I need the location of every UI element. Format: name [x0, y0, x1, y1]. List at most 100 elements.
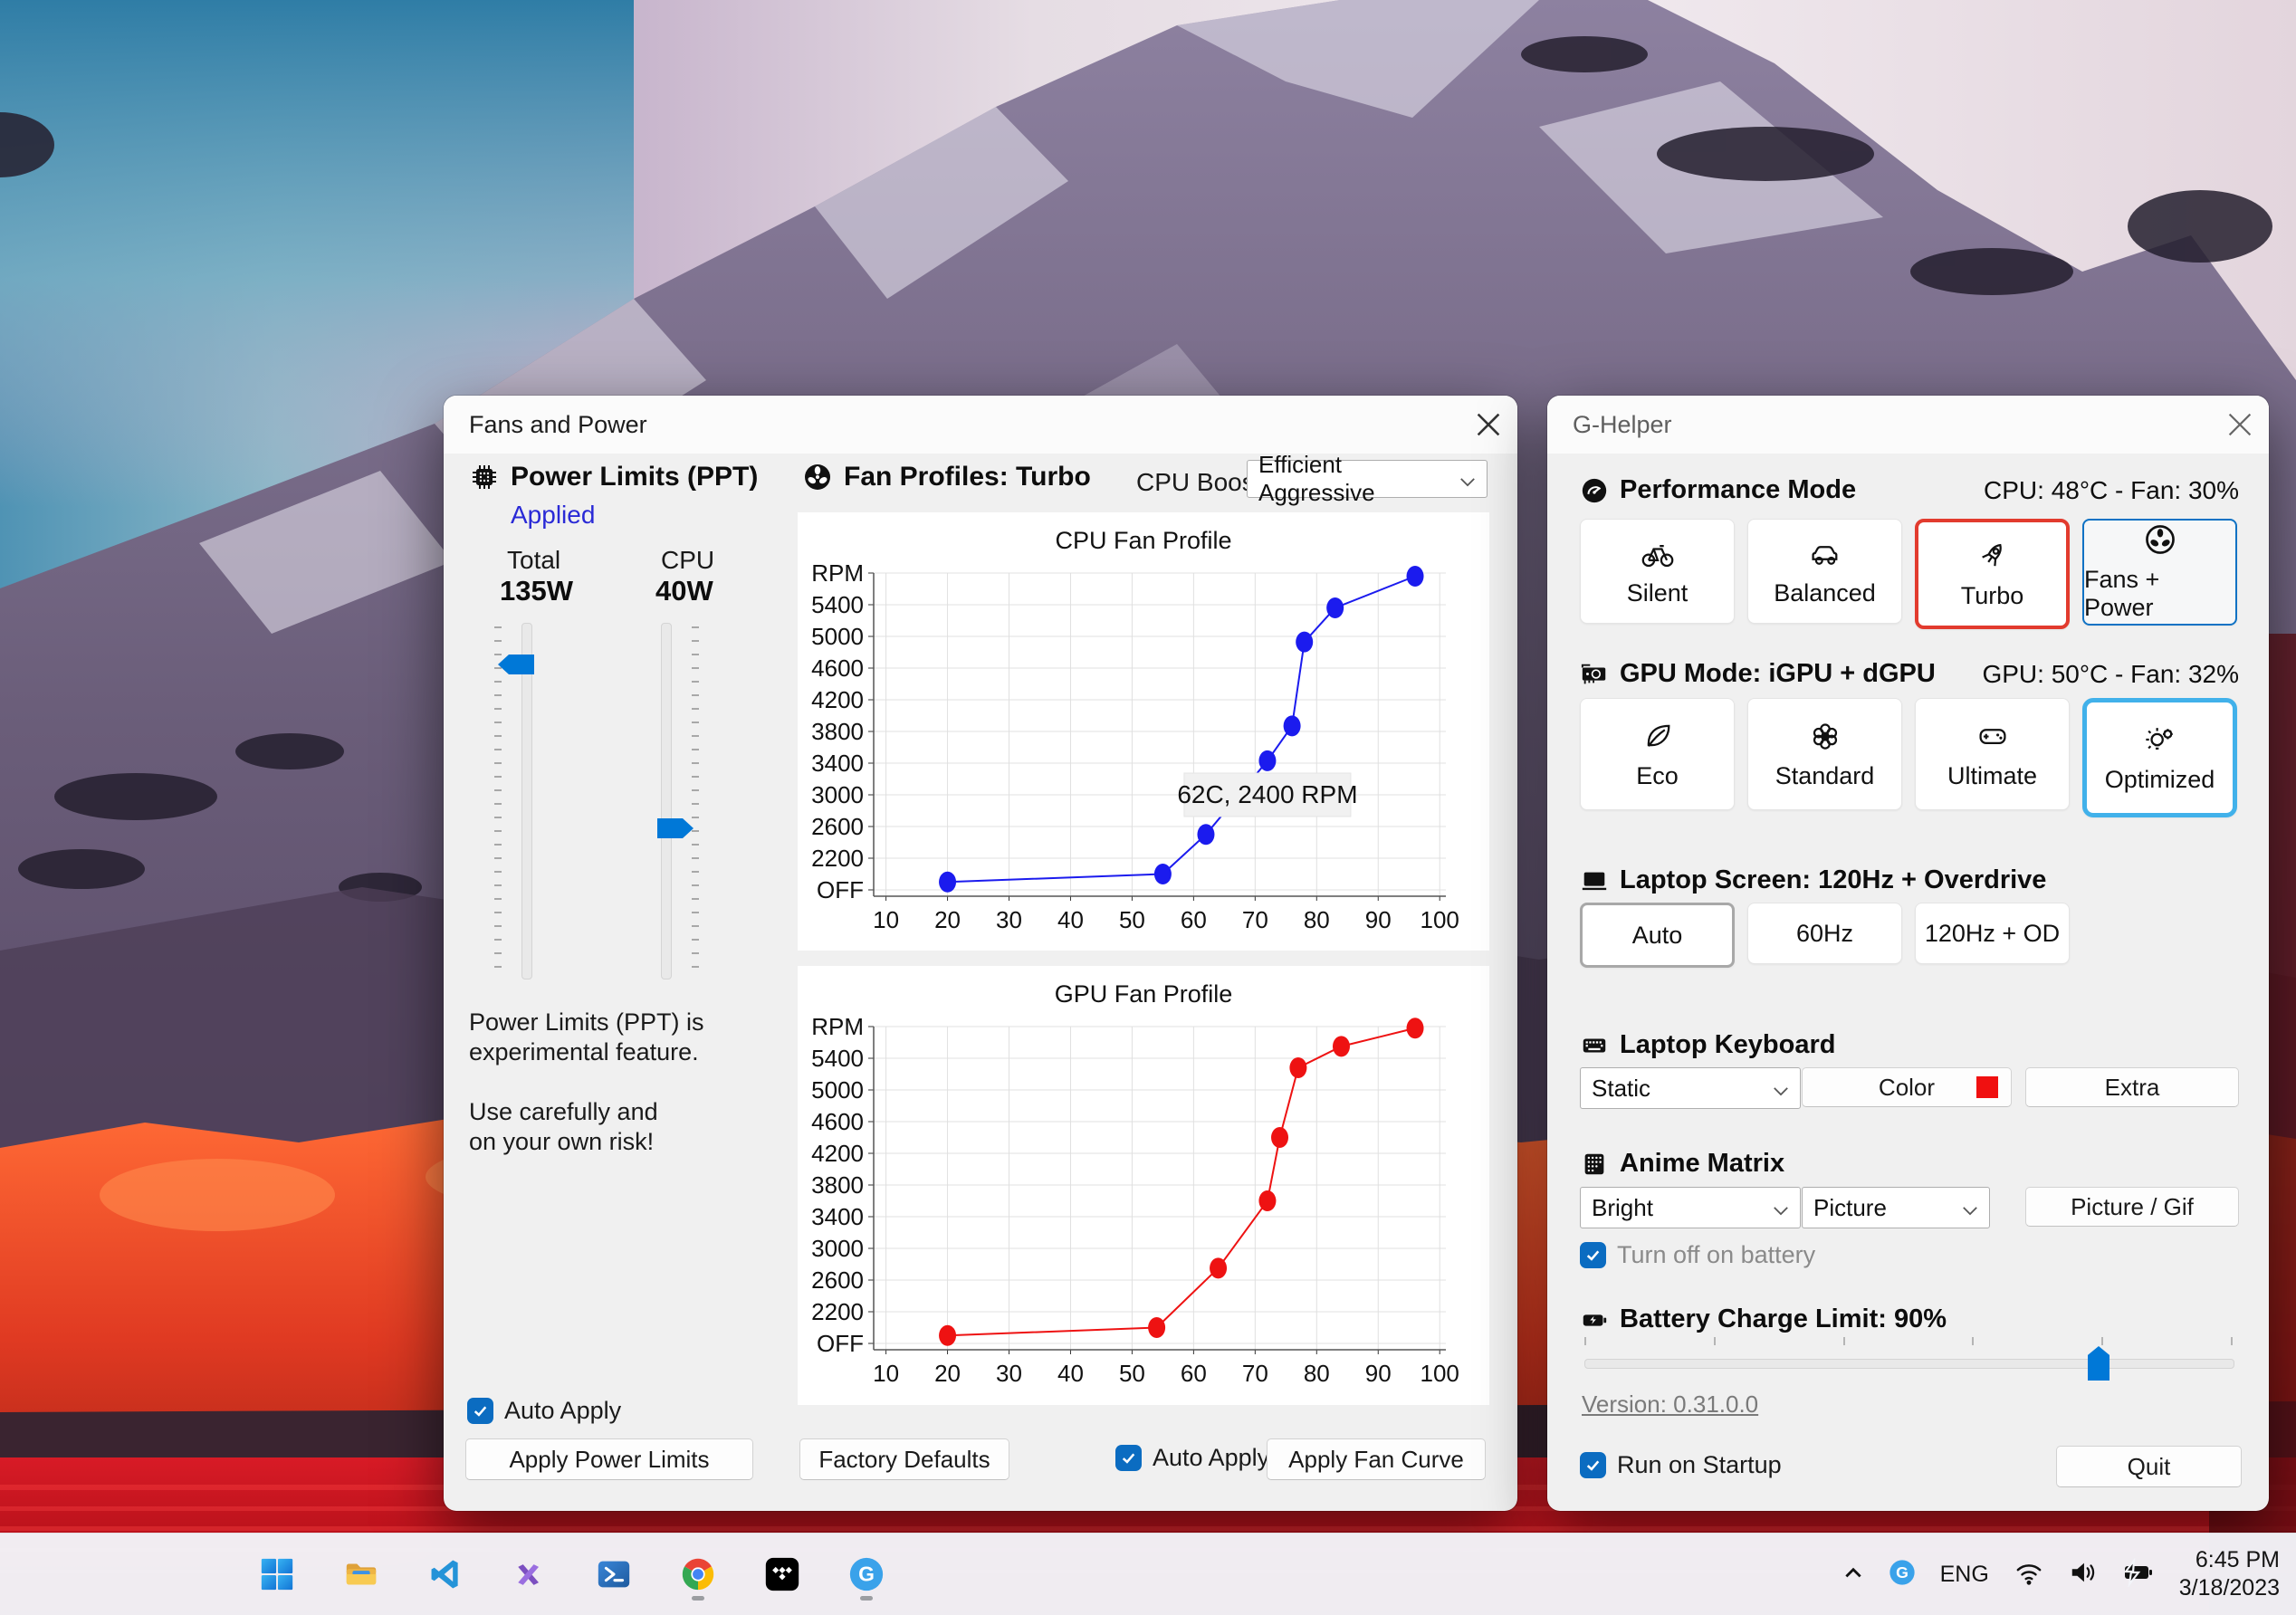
power-limits-auto-apply-label: Auto Apply	[504, 1397, 622, 1424]
mode-button-fans-power[interactable]: Fans + Power	[2082, 519, 2237, 626]
svg-text:3400: 3400	[811, 1203, 864, 1230]
battery-slider-ticks	[1584, 1337, 2233, 1345]
run-on-startup-checkbox[interactable]	[1580, 1452, 1606, 1478]
battery-charge-slider[interactable]	[1580, 1337, 2239, 1384]
svg-text:20: 20	[934, 1360, 961, 1387]
running-indicator	[860, 1596, 873, 1601]
vs-code-icon[interactable]	[425, 1546, 466, 1602]
svg-text:60: 60	[1181, 1360, 1207, 1387]
total-slider-thumb[interactable]	[498, 655, 534, 674]
apply-fan-curve-button[interactable]: Apply Fan Curve	[1267, 1438, 1486, 1480]
battery-slider-thumb[interactable]	[2088, 1346, 2109, 1381]
version-link[interactable]: Version: 0.31.0.0	[1582, 1390, 1759, 1418]
gpu-mode-buttons: Eco Standard Ultimate	[1580, 698, 2237, 817]
svg-text:2600: 2600	[811, 1266, 864, 1294]
close-icon[interactable]	[1459, 396, 1517, 454]
power-limits-auto-apply-checkbox[interactable]	[467, 1398, 493, 1424]
svg-text:30: 30	[996, 1360, 1022, 1387]
tray-date: 3/18/2023	[2178, 1575, 2280, 1601]
power-limits-auto-apply-row: Auto Apply	[467, 1397, 621, 1425]
gpu-fan-chart[interactable]: GPU Fan Profile 10 20 30 40 50 60 70 80 90 100 RPM 5…	[798, 966, 1489, 1405]
keyboard-extra-button[interactable]: Extra	[2025, 1067, 2239, 1107]
anime-matrix-header: Anime Matrix	[1580, 1149, 2239, 1179]
apply-power-limits-button[interactable]: Apply Power Limits	[465, 1438, 753, 1480]
fan-icon	[805, 464, 830, 490]
cpu-fan-chart[interactable]: CPU Fan Profile 10 20 30 40 50 60 70 80 90 100 RPM 5…	[798, 512, 1489, 951]
svg-text:CPU Fan Profile: CPU Fan Profile	[1055, 527, 1231, 554]
chevron-down-icon	[1459, 465, 1476, 493]
windows-start-icon[interactable]	[256, 1546, 298, 1602]
svg-text:60: 60	[1181, 906, 1207, 933]
fans-window-title: Fans and Power	[469, 410, 647, 438]
svg-text:70: 70	[1242, 906, 1268, 933]
fan-curve-auto-apply-checkbox[interactable]	[1115, 1445, 1142, 1471]
cpu-power-slider[interactable]	[645, 623, 701, 980]
visual-studio-icon[interactable]	[509, 1546, 550, 1602]
svg-text:4600: 4600	[811, 655, 864, 682]
mode-button-standard[interactable]: Standard	[1747, 698, 1902, 810]
running-indicator	[692, 1596, 704, 1601]
mode-button-optimized[interactable]: Optimized	[2082, 698, 2237, 817]
matrix-running-value: Picture	[1813, 1193, 1887, 1221]
screen-icon	[1582, 872, 1607, 890]
total-power-slider[interactable]	[493, 623, 549, 980]
chrome-icon[interactable]	[677, 1546, 719, 1602]
total-slider-track[interactable]	[521, 623, 532, 980]
rocket-icon	[1981, 543, 2002, 566]
fans-window-titlebar[interactable]: Fans and Power	[444, 396, 1517, 454]
g-helper-titlebar[interactable]: G-Helper	[1547, 396, 2269, 454]
mode-button-ultimate[interactable]: Ultimate	[1915, 698, 2070, 810]
battery-icon	[1583, 1314, 1607, 1326]
wifi-icon[interactable]	[2014, 1559, 2044, 1591]
fan-profiles-heading-text: Fan Profiles: Turbo	[844, 462, 1091, 492]
keyboard-mode-select[interactable]: Static	[1580, 1067, 1801, 1109]
performance-mode-icon	[1582, 478, 1607, 502]
factory-defaults-button[interactable]: Factory Defaults	[799, 1438, 1009, 1480]
tray-language[interactable]: ENG	[1939, 1561, 1989, 1587]
cpu-boost-label: CPU Boost	[1136, 468, 1262, 496]
run-on-startup-label: Run on Startup	[1617, 1451, 1782, 1478]
tidal-icon[interactable]	[761, 1546, 803, 1602]
svg-text:3000: 3000	[811, 1235, 864, 1262]
mode-button-turbo[interactable]: Turbo	[1915, 519, 2070, 629]
cpu-boost-select[interactable]: Efficient Aggressive	[1247, 451, 1488, 506]
mode-button-balanced[interactable]: Balanced	[1747, 519, 1902, 624]
svg-text:RPM: RPM	[811, 559, 864, 587]
fan-curve-auto-apply-row: Auto Apply	[1115, 1444, 1269, 1472]
mode-button-silent[interactable]: Silent	[1580, 519, 1735, 624]
total-value: 135W	[500, 575, 573, 607]
turn-off-on-battery-label: Turn off on battery	[1617, 1241, 1816, 1268]
svg-text:2200: 2200	[811, 1298, 864, 1325]
matrix-brightness-select[interactable]: Bright	[1580, 1187, 1801, 1228]
chevron-down-icon	[1962, 1194, 1978, 1222]
volume-icon[interactable]	[2069, 1558, 2098, 1591]
tray-clock[interactable]: 6:45 PM 3/18/2023	[2179, 1546, 2280, 1602]
performance-mode-header: Performance Mode CPU: 48°C - Fan: 30%	[1580, 475, 2239, 505]
cpu-slider-ticks	[692, 626, 699, 974]
tray-chevron-up-icon[interactable]	[1842, 1564, 1864, 1585]
cpu-slider-thumb[interactable]	[657, 818, 694, 838]
mode-button-eco[interactable]: Eco	[1580, 698, 1735, 810]
turn-off-on-battery-checkbox[interactable]	[1580, 1242, 1606, 1268]
flower-icon	[1813, 722, 1837, 750]
tray-g-helper-icon[interactable]: G	[1889, 1559, 1916, 1591]
keyboard-icon	[1583, 1037, 1606, 1053]
power-limits-status: Applied	[511, 501, 596, 529]
matrix-picture-gif-button[interactable]: Picture / Gif	[2025, 1187, 2239, 1227]
file-explorer-icon[interactable]	[340, 1546, 382, 1602]
close-icon[interactable]	[2211, 396, 2269, 454]
screen-button-120hz-od[interactable]: 120Hz + OD	[1915, 903, 2070, 964]
screen-button-auto[interactable]: Auto	[1580, 903, 1735, 968]
powershell-icon[interactable]	[593, 1546, 635, 1602]
battery-slider-track[interactable]	[1584, 1359, 2234, 1369]
cpu-slider-track[interactable]	[661, 623, 672, 980]
battery-charging-icon[interactable]	[2122, 1556, 2155, 1591]
g-helper-taskbar-icon[interactable]: G	[846, 1546, 887, 1602]
screen-button-60hz[interactable]: 60Hz	[1747, 903, 1902, 964]
svg-text:OFF: OFF	[817, 1330, 864, 1357]
matrix-running-select[interactable]: Picture	[1802, 1187, 1990, 1228]
keyboard-color-button[interactable]: Color	[1802, 1067, 2012, 1107]
gpu-mode-heading-text: GPU Mode: iGPU + dGPU	[1620, 659, 1936, 688]
quit-button[interactable]: Quit	[2056, 1446, 2242, 1487]
matrix-icon	[1584, 1153, 1604, 1174]
